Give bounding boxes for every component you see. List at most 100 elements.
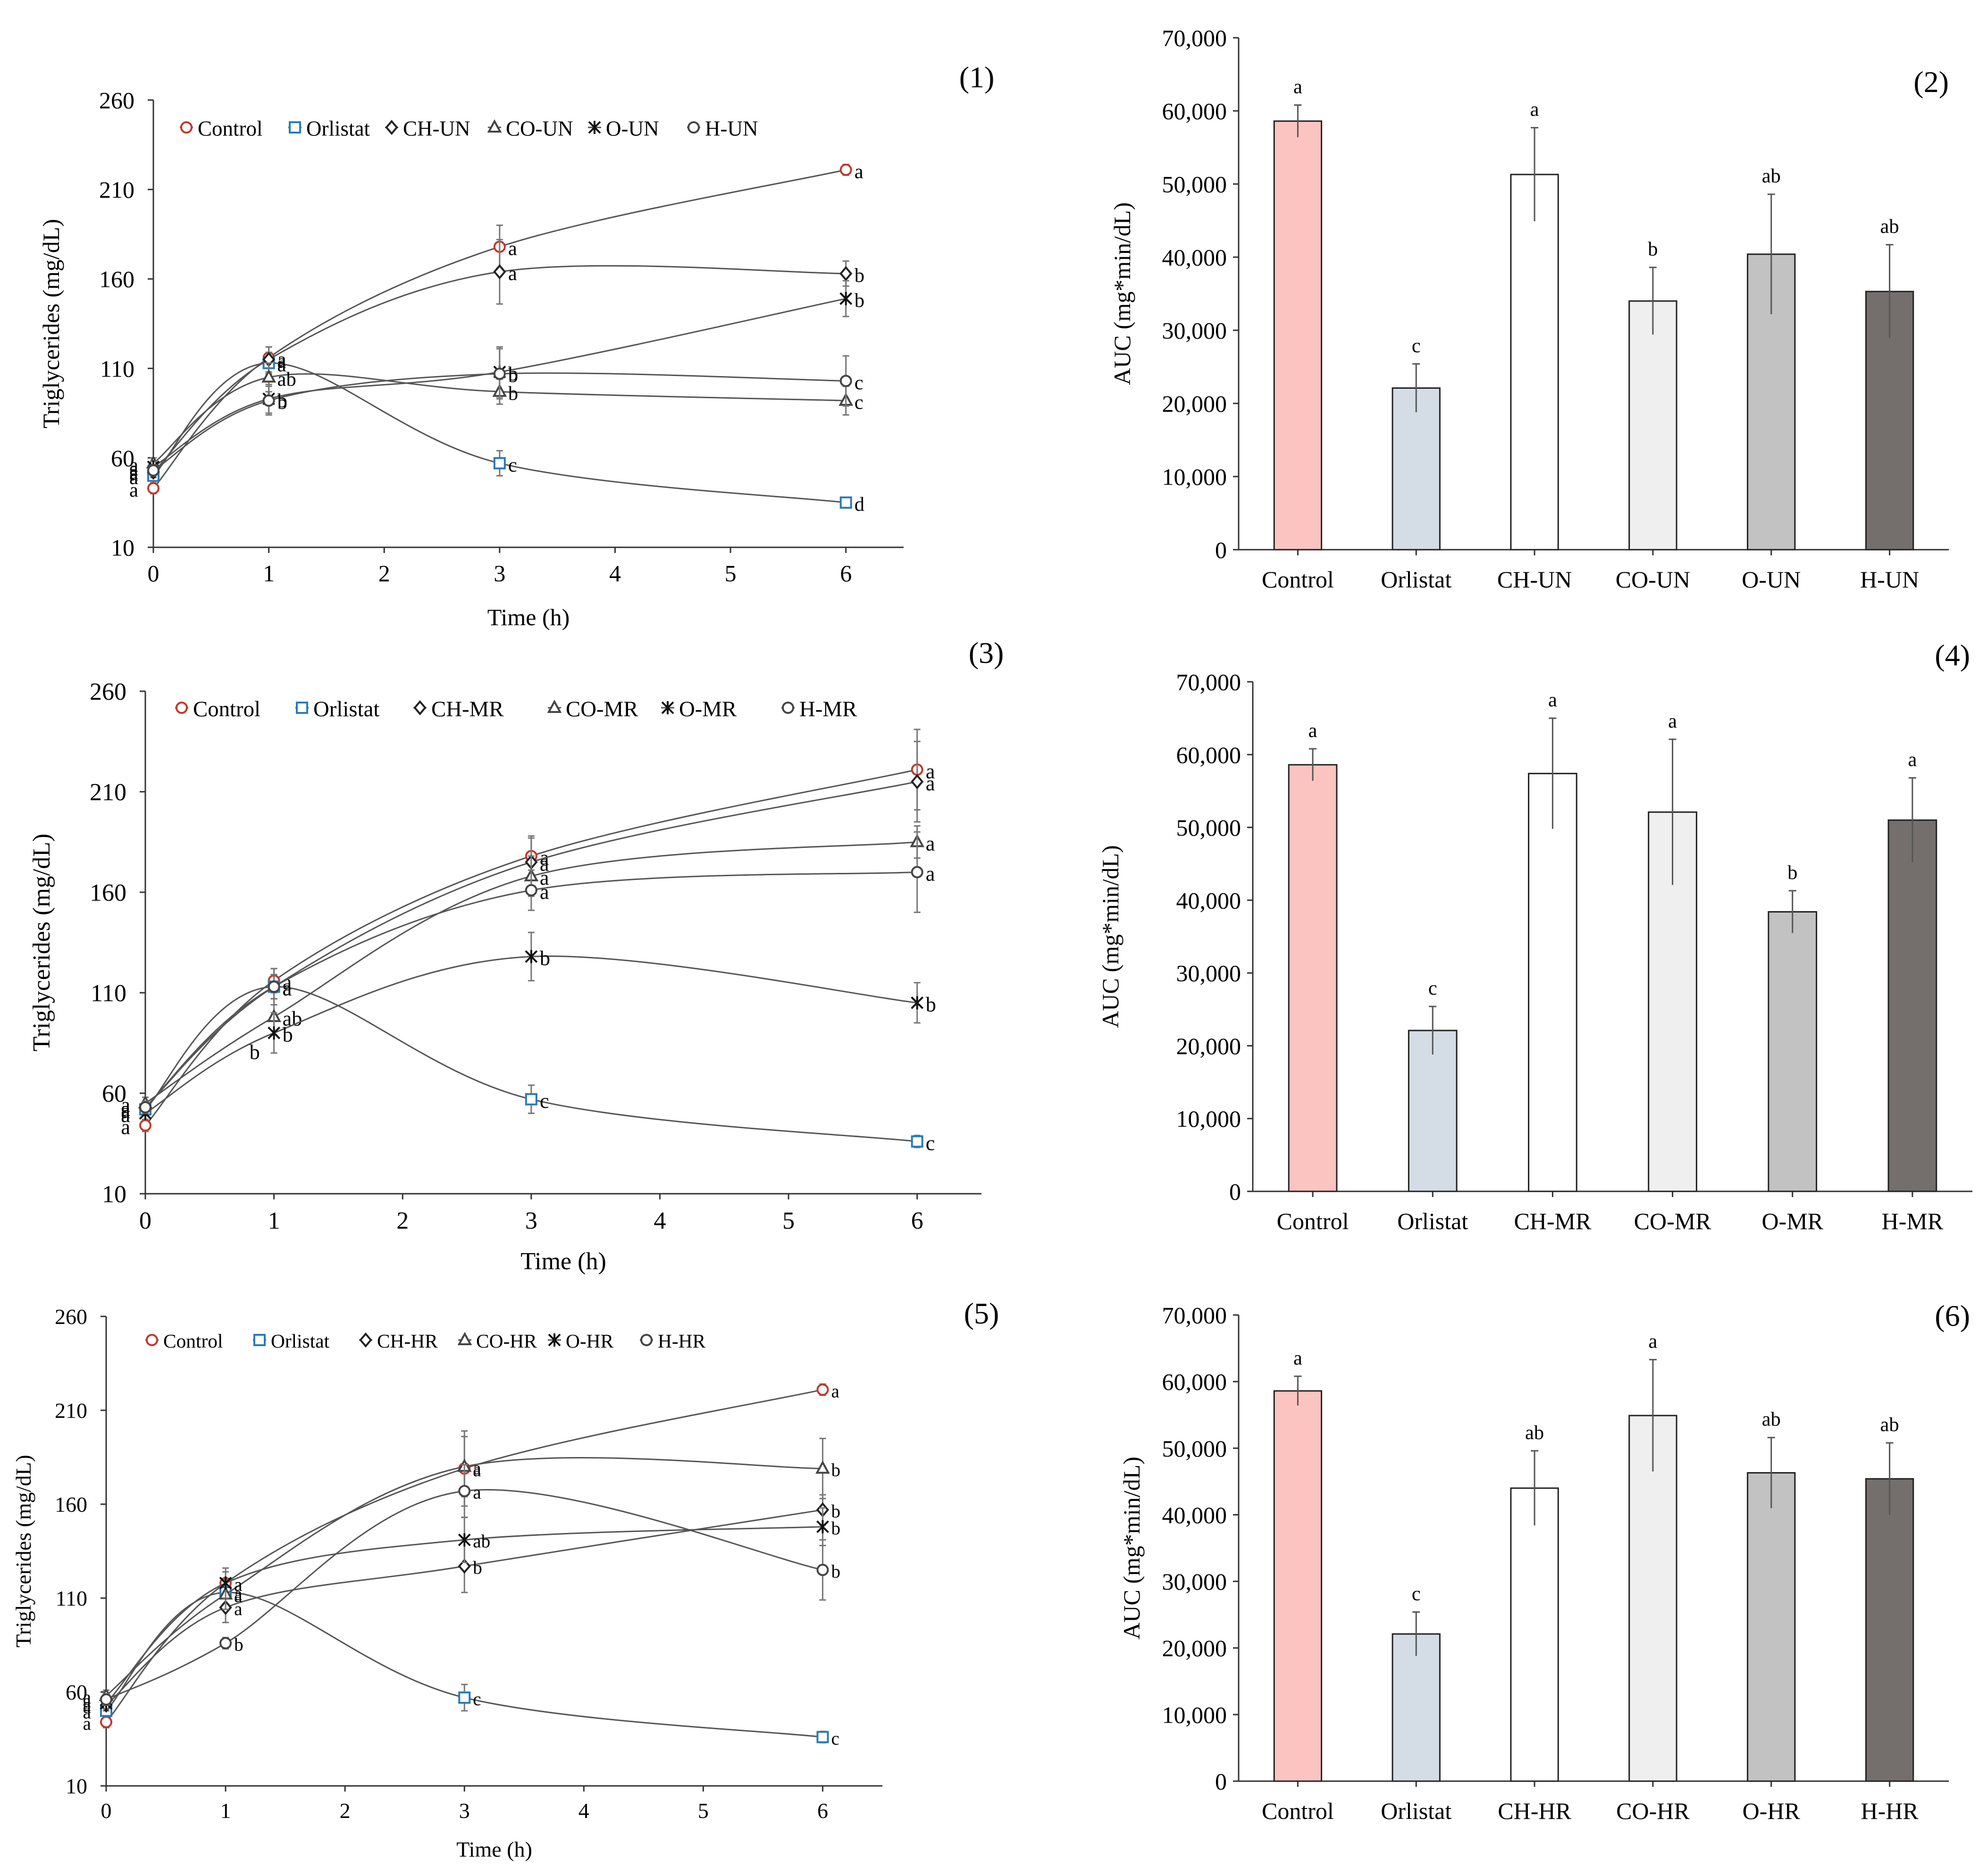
- significance-letter: a: [283, 977, 292, 1000]
- significance-letter: b: [1787, 862, 1797, 884]
- legend-marker: [359, 1332, 372, 1348]
- data-point: [816, 1731, 829, 1743]
- significance-letter: c: [926, 1131, 935, 1155]
- bar-group-ch-hr: ab CH-HR: [1498, 1422, 1571, 1824]
- y-tick-label: 50,000: [1176, 814, 1241, 841]
- significance-letter: c: [831, 1729, 839, 1749]
- series-line: [153, 373, 846, 464]
- significance-letter: a: [129, 461, 138, 483]
- significance-letter: b: [234, 1635, 243, 1655]
- legend-label: CO-MR: [566, 697, 638, 721]
- data-point: [525, 884, 537, 896]
- bar: [1887, 819, 1937, 1192]
- x-tick-label: Orlistat: [1397, 1208, 1468, 1234]
- legend: Control Orlistat CH-UN CO-UN O-UN H-UN: [180, 117, 758, 141]
- significance-letter: ab: [277, 368, 296, 390]
- series-line: [144, 781, 917, 1108]
- series-line: [105, 1591, 823, 1738]
- significance-letter: b: [250, 1041, 260, 1064]
- legend-label: H-UN: [705, 117, 758, 141]
- significance-letter: b: [831, 1561, 840, 1582]
- y-axis-title: Triglycerides (mg/dL): [28, 834, 55, 1052]
- significance-letter: b: [831, 1501, 840, 1522]
- y-tick-label: 210: [90, 779, 126, 806]
- bar-group-h-un: ab H-UN: [1860, 216, 1919, 593]
- x-tick-label: 4: [654, 1207, 666, 1234]
- data-point: [139, 1119, 151, 1132]
- legend-label: Orlistat: [271, 1330, 330, 1352]
- y-tick-label: 30,000: [1162, 1568, 1227, 1595]
- legend-label: O-MR: [679, 697, 737, 721]
- y-tick-label: 260: [55, 1305, 87, 1329]
- x-tick-label: 1: [268, 1207, 280, 1234]
- bar-group-ch-un: a CH-UN: [1497, 99, 1572, 593]
- series-orlistat: aa c c: [83, 1580, 839, 1749]
- significance-letter: a: [83, 1702, 91, 1723]
- significance-letter: a: [129, 467, 138, 489]
- significance-letter: c: [855, 392, 864, 414]
- y-axis-title: Triglycerides (mg/dL): [38, 219, 64, 428]
- significance-letter: a: [540, 852, 549, 875]
- significance-letter: ab: [1762, 1408, 1781, 1431]
- series-line: [144, 871, 917, 1108]
- significance-letter: a: [926, 760, 935, 783]
- significance-letter: b: [855, 264, 864, 286]
- legend-label: Control: [193, 697, 260, 721]
- bar-group-control: a Control: [1262, 1347, 1334, 1824]
- bar: [1510, 1487, 1559, 1782]
- x-tick-label: Control: [1262, 566, 1334, 593]
- bar-group-h-mr: a H-MR: [1882, 749, 1944, 1234]
- y-tick-label: 30,000: [1162, 318, 1227, 344]
- significance-letter: a: [234, 1574, 242, 1595]
- significance-letter: c: [1428, 977, 1437, 999]
- legend-label: CO-HR: [476, 1330, 537, 1352]
- data-point: [458, 1485, 471, 1498]
- data-point: [219, 1637, 232, 1650]
- x-tick-label: H-MR: [1882, 1208, 1944, 1234]
- series-line: [152, 265, 846, 473]
- data-point: [458, 1691, 471, 1704]
- x-tick-label: CH-HR: [1498, 1798, 1571, 1824]
- x-axis-title: Time (h): [456, 1837, 532, 1861]
- significance-letter: a: [1648, 1331, 1657, 1353]
- significance-letter: a: [926, 772, 935, 795]
- significance-letter: a: [83, 1714, 91, 1734]
- bar: [1288, 764, 1338, 1192]
- legend-label: O-HR: [566, 1330, 614, 1352]
- data-point: [911, 866, 923, 879]
- y-tick-label: 60: [66, 1680, 87, 1704]
- significance-letter: a: [83, 1687, 91, 1708]
- x-tick-label: 3: [459, 1799, 470, 1823]
- legend-marker: [687, 121, 700, 134]
- data-point: [458, 1533, 471, 1547]
- legend: Control Orlistat CH-HR CO-HR O-HR H-HR: [145, 1330, 706, 1352]
- significance-letter: c: [473, 1689, 481, 1709]
- y-tick-label: 10,000: [1162, 1701, 1227, 1728]
- x-tick-label: H-HR: [1861, 1798, 1919, 1824]
- y-tick-label: 260: [99, 87, 134, 114]
- significance-letter: b: [508, 383, 518, 405]
- data-point: [268, 1026, 281, 1040]
- x-tick-label: CO-MR: [1634, 1208, 1712, 1234]
- significance-letter: a: [540, 880, 549, 904]
- x-tick-label: 5: [725, 560, 737, 586]
- legend-label: CH-UN: [403, 117, 470, 141]
- significance-letter: b: [1648, 238, 1658, 260]
- x-tick-label: Control: [1277, 1208, 1349, 1234]
- bar-group-h-hr: ab H-HR: [1861, 1414, 1919, 1824]
- significance-letter: a: [129, 458, 138, 480]
- x-tick-label: Orlistat: [1381, 566, 1451, 593]
- significance-letter: ab: [1880, 216, 1899, 238]
- bar: [1768, 911, 1818, 1192]
- x-tick-label: 1: [220, 1799, 231, 1823]
- legend-marker: [547, 699, 562, 713]
- data-point: [816, 1383, 829, 1396]
- data-point: [268, 980, 280, 993]
- significance-letter: a: [1908, 749, 1917, 771]
- significance-letter: b: [540, 947, 550, 970]
- legend-marker: [180, 121, 193, 134]
